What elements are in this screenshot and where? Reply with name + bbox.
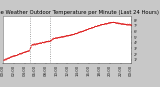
Title: Milwaukee Weather Outdoor Temperature per Minute (Last 24 Hours): Milwaukee Weather Outdoor Temperature pe… (0, 10, 159, 15)
